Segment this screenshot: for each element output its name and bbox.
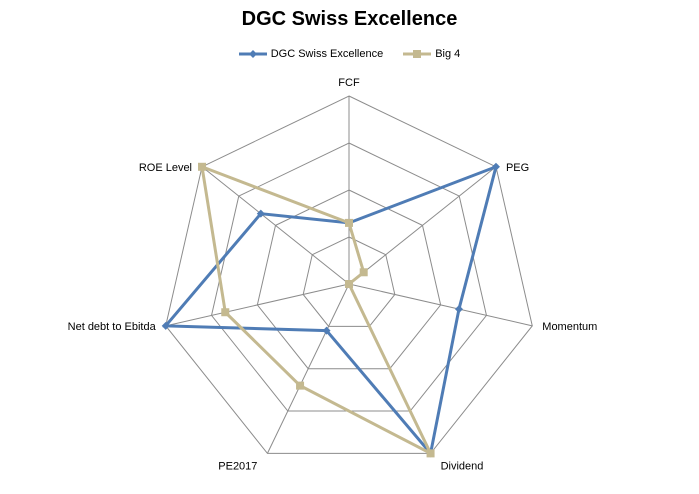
series-1-line <box>162 164 499 457</box>
series-1-point-7 <box>256 209 265 218</box>
axis-label-3: Momentum <box>542 321 597 333</box>
axis-label-5: PE2017 <box>218 460 257 472</box>
legend-label-series-1: DGC Swiss Excellence <box>270 48 384 60</box>
axis-label-6: Net debt to Ebitda <box>68 321 157 333</box>
series-2-point-4 <box>426 449 435 458</box>
grid-spoke-5 <box>266 283 350 454</box>
chart-title: DGC Swiss Excellence <box>241 8 458 30</box>
series-2-point-1 <box>345 218 353 227</box>
grid-spoke-7 <box>201 166 350 285</box>
series-2-point-2 <box>359 268 368 277</box>
series-1-point-2 <box>491 162 500 171</box>
series-1-point-5 <box>322 326 331 335</box>
axis-label-2: PEG <box>506 162 529 174</box>
legend-item-series-2: Big 4 <box>403 48 460 60</box>
grid-spoke-2 <box>348 166 497 285</box>
grid-ring-2 <box>256 189 442 370</box>
legend-marker-series-2 <box>403 50 432 58</box>
legend: DGC Swiss Excellence Big 4 <box>0 48 699 60</box>
series-1-point-6 <box>161 321 170 330</box>
series-2-point-5 <box>296 381 305 390</box>
axis-label-7: ROE Level <box>139 162 192 174</box>
grid-spoke-3 <box>348 283 533 327</box>
legend-marker-series-1 <box>238 50 267 58</box>
series-2-point-7 <box>198 162 207 171</box>
series-2-point-6 <box>221 308 230 317</box>
legend-item-series-1: DGC Swiss Excellence <box>238 48 384 60</box>
axis-label-4: Dividend <box>441 460 484 472</box>
series-2-point-3 <box>345 280 353 288</box>
grid-spoke-6 <box>165 283 350 327</box>
series-1-point-3 <box>454 305 463 314</box>
grid-ring-4 <box>165 95 533 454</box>
axis-label-1: FCF <box>338 77 360 89</box>
legend-label-series-2: Big 4 <box>435 48 461 60</box>
grid-ring-1 <box>302 236 396 327</box>
